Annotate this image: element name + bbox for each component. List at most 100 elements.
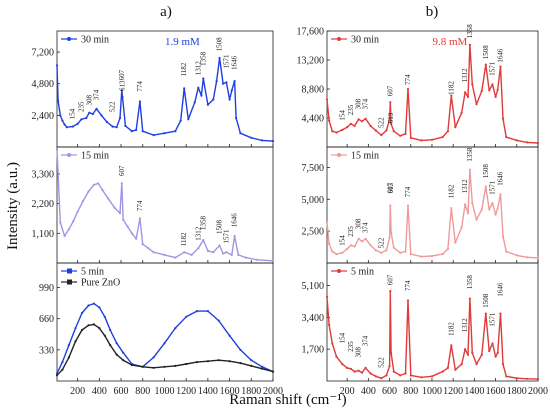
data-point bbox=[466, 95, 470, 98]
series-line bbox=[56, 149, 274, 262]
data-point bbox=[536, 378, 540, 381]
peak-label: 1571 bbox=[489, 180, 497, 195]
series-line bbox=[326, 169, 539, 259]
data-point bbox=[389, 101, 392, 104]
data-point bbox=[271, 259, 275, 262]
data-point bbox=[217, 359, 220, 362]
x-tick-label: 200 bbox=[340, 386, 355, 397]
data-point bbox=[163, 132, 166, 135]
peak-label: 1508 bbox=[216, 220, 224, 235]
y-tick-label: 660 bbox=[39, 314, 54, 325]
data-point bbox=[141, 243, 144, 246]
peak-label: 308 bbox=[355, 218, 363, 229]
peak-label: 613 bbox=[387, 182, 395, 193]
data-point bbox=[505, 375, 508, 378]
data-point bbox=[471, 83, 474, 86]
data-point bbox=[233, 80, 236, 83]
y-tick-label: 5,100 bbox=[302, 281, 325, 292]
series-line bbox=[56, 323, 274, 376]
data-point bbox=[122, 359, 125, 362]
data-point bbox=[55, 148, 59, 151]
data-point bbox=[466, 212, 470, 215]
data-point bbox=[475, 218, 478, 221]
data-point bbox=[341, 363, 344, 366]
data-point bbox=[174, 327, 177, 330]
data-point bbox=[206, 360, 209, 363]
data-point bbox=[380, 251, 383, 254]
data-point bbox=[147, 247, 150, 250]
data-point bbox=[460, 363, 463, 366]
legend-marker bbox=[67, 268, 72, 274]
data-point bbox=[206, 249, 209, 252]
data-point bbox=[118, 116, 122, 120]
data-point bbox=[374, 129, 377, 132]
peak-label: 1508 bbox=[482, 164, 490, 179]
data-point bbox=[349, 122, 352, 125]
data-point bbox=[491, 342, 494, 345]
peak-label: 1358 bbox=[199, 216, 207, 231]
data-point bbox=[357, 237, 360, 240]
peak-label: 1182 bbox=[180, 62, 188, 76]
x-tick-label: 1200 bbox=[176, 386, 196, 397]
data-point bbox=[202, 239, 205, 242]
data-point bbox=[197, 86, 200, 89]
data-point bbox=[76, 210, 79, 213]
data-point bbox=[369, 244, 372, 247]
peak-label: 374 bbox=[362, 98, 370, 109]
data-point bbox=[74, 340, 77, 343]
x-tick-label: 800 bbox=[135, 386, 150, 397]
peak-label: 1182 bbox=[180, 232, 188, 246]
data-point bbox=[460, 111, 463, 114]
data-point bbox=[346, 247, 349, 251]
legend-marker bbox=[337, 37, 341, 41]
data-point bbox=[496, 351, 499, 354]
data-point bbox=[122, 351, 125, 354]
data-point bbox=[420, 255, 423, 258]
x-tick-label: 600 bbox=[382, 386, 397, 397]
data-point bbox=[404, 250, 407, 253]
data-point bbox=[446, 130, 449, 133]
data-point bbox=[187, 118, 190, 121]
data-point bbox=[261, 365, 264, 368]
data-point bbox=[87, 190, 90, 193]
data-point bbox=[404, 372, 407, 375]
peak-label: 1646 bbox=[497, 48, 505, 63]
peak-label: 522 bbox=[377, 117, 385, 128]
peak-label: 1508 bbox=[482, 45, 490, 60]
data-point bbox=[475, 103, 478, 106]
peak-label: 374 bbox=[362, 222, 370, 233]
data-point bbox=[454, 241, 457, 244]
data-point bbox=[491, 202, 494, 205]
data-point bbox=[71, 125, 74, 128]
data-point bbox=[430, 375, 434, 378]
data-point bbox=[63, 123, 66, 126]
data-point bbox=[526, 141, 529, 144]
data-point bbox=[392, 246, 395, 249]
data-point bbox=[91, 112, 94, 116]
x-tick-label: 600 bbox=[114, 386, 129, 397]
data-point bbox=[501, 117, 505, 120]
peak-label: 374 bbox=[93, 89, 101, 100]
peak-label: 1508 bbox=[216, 37, 224, 52]
data-point bbox=[360, 120, 364, 123]
data-point bbox=[328, 119, 331, 122]
legend-label: 30 min bbox=[81, 35, 109, 46]
data-point bbox=[441, 370, 444, 373]
data-point bbox=[471, 351, 474, 354]
data-point bbox=[480, 89, 483, 93]
data-point bbox=[450, 344, 453, 347]
data-point bbox=[185, 362, 188, 366]
data-point bbox=[468, 43, 471, 46]
data-point bbox=[195, 310, 199, 313]
data-point bbox=[404, 132, 407, 135]
x-tick-label: 400 bbox=[361, 386, 376, 397]
data-point bbox=[505, 250, 508, 253]
data-point bbox=[61, 361, 64, 364]
data-point bbox=[115, 342, 118, 345]
data-point bbox=[389, 204, 392, 207]
series-line bbox=[326, 44, 539, 144]
data-point bbox=[85, 116, 88, 120]
